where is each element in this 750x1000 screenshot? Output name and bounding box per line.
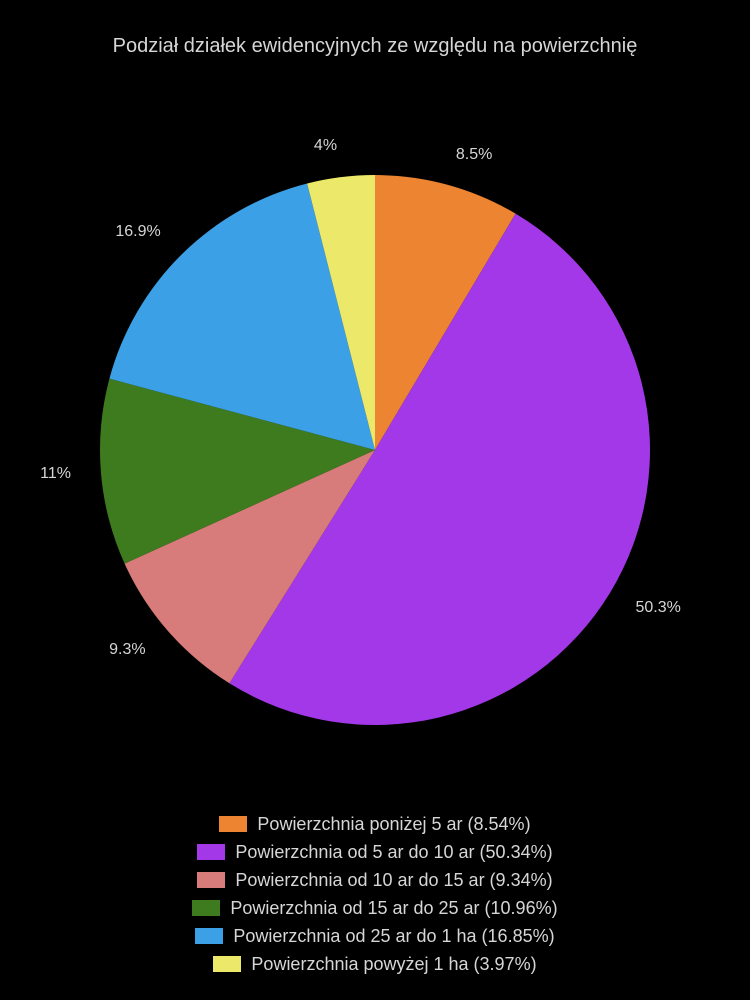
chart-title: Podział działek ewidencyjnych ze względu… [0,35,750,58]
legend-item: Powierzchnia powyżej 1 ha (3.97%) [0,950,750,978]
legend-label: Powierzchnia od 5 ar do 10 ar (50.34%) [235,838,552,866]
legend-label: Powierzchnia od 15 ar do 25 ar (10.96%) [230,894,557,922]
slice-label: 50.3% [635,599,680,617]
legend-item: Powierzchnia od 15 ar do 25 ar (10.96%) [0,894,750,922]
slice-label: 4% [314,137,337,155]
slice-label: 11% [40,465,71,483]
legend-label: Powierzchnia powyżej 1 ha (3.97%) [251,950,536,978]
legend-swatch [197,844,225,860]
legend-swatch [213,956,241,972]
slice-label: 8.5% [456,146,492,164]
slice-label: 9.3% [109,641,145,659]
legend-label: Powierzchnia od 25 ar do 1 ha (16.85%) [233,922,554,950]
legend-swatch [192,900,220,916]
legend-label: Powierzchnia od 10 ar do 15 ar (9.34%) [235,866,552,894]
legend-swatch [197,872,225,888]
legend-item: Powierzchnia od 5 ar do 10 ar (50.34%) [0,838,750,866]
chart-legend: Powierzchnia poniżej 5 ar (8.54%)Powierz… [0,810,750,978]
legend-item: Powierzchnia poniżej 5 ar (8.54%) [0,810,750,838]
pie-chart [0,70,750,770]
slice-label: 16.9% [115,223,160,241]
legend-item: Powierzchnia od 25 ar do 1 ha (16.85%) [0,922,750,950]
chart-container: Podział działek ewidencyjnych ze względu… [0,0,750,1000]
legend-label: Powierzchnia poniżej 5 ar (8.54%) [257,810,530,838]
legend-swatch [219,816,247,832]
legend-item: Powierzchnia od 10 ar do 15 ar (9.34%) [0,866,750,894]
legend-swatch [195,928,223,944]
